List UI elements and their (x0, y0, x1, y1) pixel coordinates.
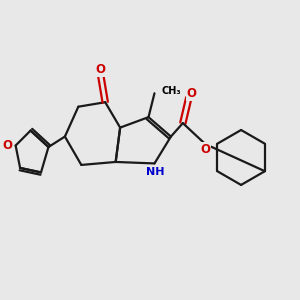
Text: O: O (2, 139, 12, 152)
Text: O: O (200, 143, 210, 156)
Text: O: O (187, 87, 197, 100)
Text: O: O (95, 63, 105, 76)
Text: CH₃: CH₃ (161, 86, 181, 96)
Text: NH: NH (146, 167, 164, 177)
